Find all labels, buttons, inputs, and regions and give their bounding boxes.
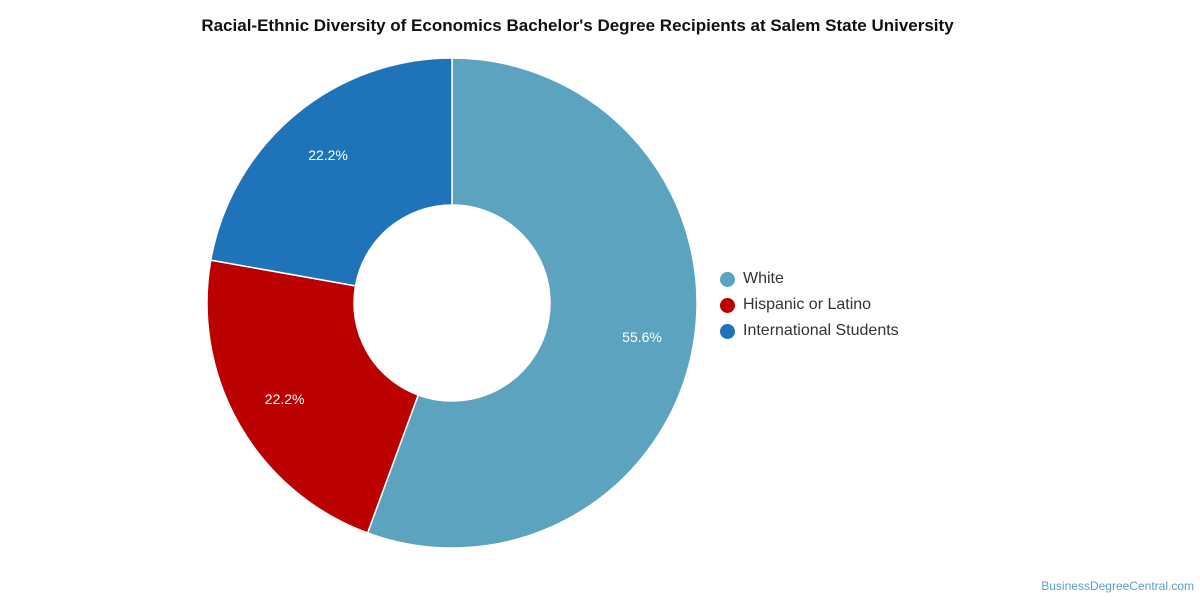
- slice-international-students[interactable]: [209, 57, 453, 287]
- legend-marker: [720, 297, 735, 313]
- legend-marker: [720, 323, 735, 339]
- legend-marker: [720, 271, 735, 287]
- slice-data-label: 55.6%: [622, 329, 662, 345]
- slice-data-label: 22.2%: [265, 391, 305, 407]
- chart-title: Racial-Ethnic Diversity of Economics Bac…: [201, 16, 954, 35]
- legend-label: White: [743, 270, 784, 287]
- watermark-link[interactable]: BusinessDegreeCentral.com: [1041, 579, 1194, 593]
- legend-label: International Students: [743, 322, 899, 339]
- slice-white[interactable]: [366, 57, 698, 549]
- legend-item[interactable]: International Students: [720, 318, 899, 344]
- legend-item[interactable]: Hispanic or Latino: [720, 292, 899, 318]
- legend-item[interactable]: White: [720, 266, 899, 292]
- legend-label: Hispanic or Latino: [743, 296, 872, 313]
- slice-data-label: 22.2%: [308, 147, 348, 163]
- slice-hispanic-or-latino[interactable]: [206, 259, 420, 534]
- chart-legend: White Hispanic or Latino International Stu…: [720, 266, 899, 344]
